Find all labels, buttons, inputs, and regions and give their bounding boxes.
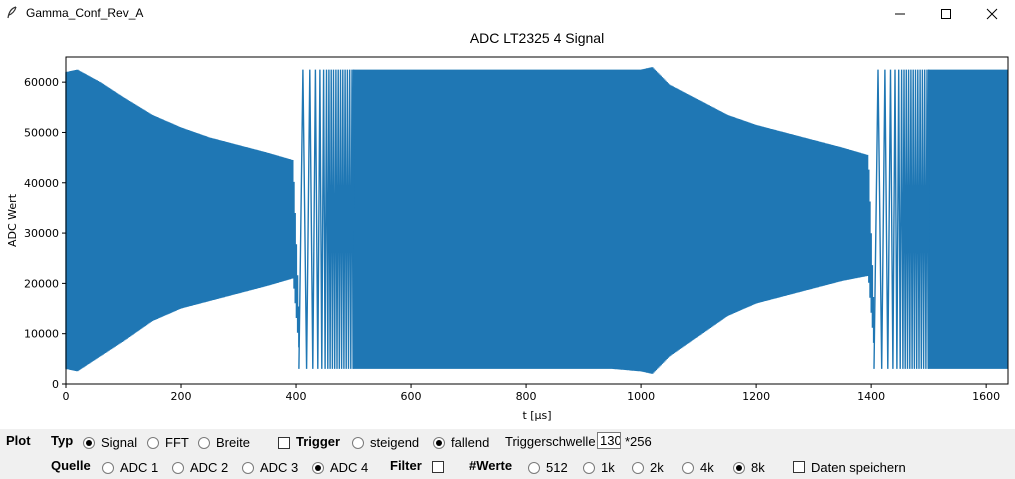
threshold-suffix: *256 [625, 434, 652, 449]
maximize-icon [941, 9, 951, 19]
x-axis-label: t [μs] [522, 409, 551, 422]
window-titlebar: Gamma_Conf_Rev_A [0, 0, 1015, 27]
window-title: Gamma_Conf_Rev_A [26, 6, 144, 20]
trigger-checkbox[interactable] [278, 437, 290, 449]
trigger-label: Trigger [296, 434, 341, 449]
y-tick-label: 60000 [24, 76, 59, 89]
chart-title: ADC LT2325 4 Signal [469, 30, 605, 46]
quelle-option-adc2-label[interactable]: ADC 2 [190, 460, 229, 475]
save-data-label[interactable]: Daten speichern [811, 460, 906, 475]
close-icon [986, 8, 998, 20]
trigger-option-fallend-label[interactable]: fallend [451, 435, 490, 450]
typ-radio-signal[interactable] [83, 437, 95, 449]
signal-sweep-2 [873, 69, 930, 369]
werte-option-512-label[interactable]: 512 [546, 460, 568, 475]
plot-area: 0 200 400 600 800 1000 1200 1400 1600 0 10000 20000… [0, 27, 1015, 429]
quelle-option-adc1-label[interactable]: ADC 1 [120, 460, 159, 475]
x-tick-label: 0 [63, 390, 70, 403]
werte-label: #Werte [469, 458, 513, 473]
x-tick-label: 800 [516, 390, 537, 403]
plot-label: Plot [6, 433, 31, 448]
quelle-option-adc4-label[interactable]: ADC 4 [330, 460, 369, 475]
maximize-button[interactable] [923, 0, 969, 27]
werte-radio-2k[interactable] [632, 462, 644, 474]
filter-label: Filter [390, 458, 422, 473]
x-tick-label: 1000 [627, 390, 655, 403]
typ-radio-breite[interactable] [198, 437, 210, 449]
quelle-label: Quelle [51, 458, 91, 473]
y-axis-label: ADC Wert [6, 193, 19, 247]
trigger-option-steigend-label[interactable]: steigend [370, 435, 420, 450]
save-data-checkbox[interactable] [793, 461, 805, 473]
quelle-radio-adc3[interactable] [242, 462, 254, 474]
quelle-option-adc3-label[interactable]: ADC 3 [260, 460, 299, 475]
control-panel: Plot Typ Signal FFT Breite Trigger steig… [0, 429, 1015, 479]
minimize-button[interactable] [877, 0, 923, 27]
werte-option-4k-label[interactable]: 4k [700, 460, 714, 475]
werte-option-1k-label[interactable]: 1k [601, 460, 615, 475]
y-tick-label: 40000 [24, 177, 59, 190]
trigger-radio-fallend[interactable] [433, 437, 445, 449]
close-button[interactable] [969, 0, 1015, 27]
signal-chart: 0 200 400 600 800 1000 1200 1400 1600 0 10000 20000… [6, 56, 1009, 422]
werte-radio-8k[interactable] [733, 462, 745, 474]
typ-option-breite-label[interactable]: Breite [216, 435, 250, 450]
x-tick-label: 400 [286, 390, 307, 403]
typ-radio-fft[interactable] [147, 437, 159, 449]
y-tick-label: 10000 [24, 328, 59, 341]
y-tick-label: 30000 [24, 227, 59, 240]
x-tick-label: 1600 [972, 390, 1000, 403]
x-tick-label: 600 [401, 390, 422, 403]
threshold-label: Triggerschwelle [505, 434, 596, 449]
typ-option-signal-label[interactable]: Signal [101, 435, 138, 450]
plot-frame [65, 56, 1009, 385]
quelle-radio-adc2[interactable] [172, 462, 184, 474]
x-tick-label: 200 [171, 390, 192, 403]
threshold-input[interactable] [597, 432, 621, 449]
werte-radio-512[interactable] [528, 462, 540, 474]
werte-option-2k-label[interactable]: 2k [650, 460, 664, 475]
typ-option-fft-label[interactable]: FFT [165, 435, 189, 450]
x-tick-label: 1200 [742, 390, 770, 403]
filter-checkbox[interactable] [432, 461, 444, 473]
signal-sweep-1 [298, 69, 355, 369]
quelle-radio-adc1[interactable] [102, 462, 114, 474]
feather-icon [7, 6, 17, 19]
y-tick-label: 0 [52, 378, 59, 391]
signal-series-line [65, 67, 1008, 374]
minimize-icon [895, 13, 905, 15]
y-tick-label: 50000 [24, 126, 59, 139]
werte-radio-4k[interactable] [682, 462, 694, 474]
quelle-radio-adc4[interactable] [312, 462, 324, 474]
trigger-radio-steigend[interactable] [352, 437, 364, 449]
x-tick-label: 1400 [857, 390, 885, 403]
werte-radio-1k[interactable] [583, 462, 595, 474]
y-tick-label: 20000 [24, 277, 59, 290]
typ-label: Typ [51, 433, 74, 448]
werte-option-8k-label[interactable]: 8k [751, 460, 765, 475]
